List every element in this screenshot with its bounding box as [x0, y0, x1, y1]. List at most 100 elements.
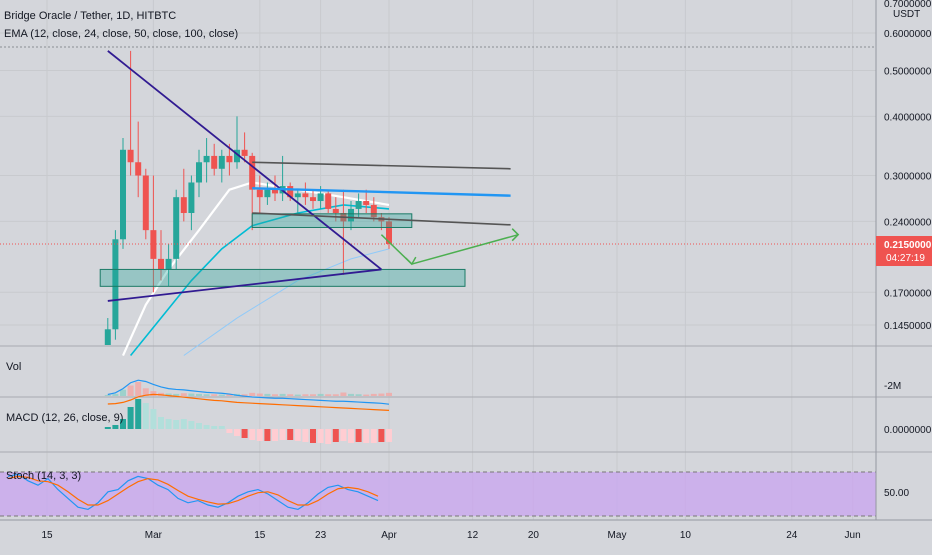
macd-hist-bar: [218, 426, 225, 429]
candle-body[interactable]: [203, 155, 210, 163]
candle-body[interactable]: [135, 162, 142, 176]
candle-body[interactable]: [256, 189, 263, 198]
macd-hist-bar: [279, 429, 286, 440]
volume-bar: [264, 393, 271, 396]
candle-body[interactable]: [310, 197, 316, 202]
downtrend-line[interactable]: [107, 50, 382, 271]
macd-hist-bar: [256, 429, 263, 441]
macd-hist-bar: [234, 429, 240, 436]
time-tick-label: 15: [41, 530, 53, 541]
candle-body[interactable]: [264, 189, 271, 198]
time-tick-label: 23: [315, 530, 327, 541]
candle-body[interactable]: [302, 193, 309, 198]
candles[interactable]: [104, 50, 392, 345]
price-axis[interactable]: 0.6000000 0.5000000 0.4000000 0.3000000 0.24…: [0, 0, 932, 541]
candle-body[interactable]: [165, 258, 172, 270]
volume-bar: [127, 385, 134, 396]
currency-label: USDT: [893, 9, 920, 20]
time-tick-label: 20: [528, 530, 540, 541]
volume-bar: [340, 392, 347, 396]
ema-indicator-label[interactable]: EMA (12, close, 24, close, 50, close, 10…: [4, 28, 238, 40]
uptrend-line[interactable]: [107, 268, 382, 302]
volume-bar: [165, 393, 172, 396]
macd-hist-bar: [340, 429, 347, 441]
candle-body[interactable]: [249, 155, 256, 190]
candle-body[interactable]: [112, 239, 119, 330]
candle-body[interactable]: [370, 204, 377, 218]
candle-body[interactable]: [325, 193, 332, 209]
macd-hist-bar: [120, 419, 126, 429]
channel-lower-line[interactable]: [252, 212, 511, 226]
candle-body[interactable]: [332, 208, 339, 214]
price-tick-label: 0.1450000: [884, 321, 932, 332]
candle-body[interactable]: [104, 329, 111, 345]
macd-hist-bar: [287, 429, 294, 440]
stoch-pane-label[interactable]: Stoch (14, 3, 3): [6, 470, 81, 482]
candle-body[interactable]: [188, 182, 195, 214]
macd-hist-bar: [332, 429, 339, 442]
volume-bar: [287, 394, 294, 396]
candle-body[interactable]: [386, 221, 392, 245]
candle-body[interactable]: [196, 162, 202, 183]
macd-hist-bar: [355, 429, 362, 442]
volume-bar: [386, 392, 392, 396]
last-price-value: 0.2150000: [884, 240, 932, 251]
volume-bar: [355, 394, 362, 396]
candle-body[interactable]: [294, 193, 301, 198]
macd-hist-bar: [378, 429, 385, 442]
volume-bar: [203, 394, 210, 396]
horizontal-resistance-line[interactable]: [252, 187, 511, 197]
candle-body[interactable]: [211, 155, 218, 169]
candle-body[interactable]: [226, 155, 233, 163]
candle-body[interactable]: [287, 186, 294, 198]
support-zone-box[interactable]: [99, 268, 466, 287]
candle-body[interactable]: [173, 197, 180, 259]
macd-hist-bar: [386, 429, 392, 442]
candle-body[interactable]: [150, 230, 157, 259]
price-tick-label: 0.5000000: [884, 66, 932, 77]
macd-pane-label[interactable]: MACD (12, 26, close, 9): [6, 412, 123, 424]
candle-body[interactable]: [120, 149, 126, 240]
vol-pane-label[interactable]: Vol: [6, 361, 21, 373]
volume-bar: [226, 394, 233, 396]
volume-bar: [279, 393, 286, 396]
projection-dip-arrow-icon[interactable]: [405, 256, 417, 266]
macd-signal-line: [107, 393, 390, 411]
candle-body[interactable]: [142, 175, 149, 231]
volume-bar: [272, 394, 278, 396]
candle-body[interactable]: [180, 197, 187, 214]
macd-hist-bar: [135, 399, 142, 429]
candle-body[interactable]: [218, 155, 225, 169]
candle-body[interactable]: [317, 193, 324, 202]
candle-body[interactable]: [234, 149, 240, 163]
time-tick-label: Jun: [845, 530, 861, 541]
last-price-tag[interactable]: 0.2150000 04:27:19: [876, 236, 932, 266]
ema-50-line: [183, 248, 390, 356]
drawings[interactable]: [0, 50, 876, 302]
volume-bar: [241, 394, 248, 396]
indicator-panes: [0, 345, 932, 517]
candle-body[interactable]: [127, 149, 134, 163]
candle-body[interactable]: [241, 149, 248, 156]
price-tick-label: 0.3000000: [884, 172, 932, 183]
macd-hist-bar: [249, 429, 256, 440]
volume-bar: [294, 394, 301, 396]
projection-path[interactable]: [380, 233, 519, 265]
macd-hist-bar: [363, 429, 370, 443]
candle-body[interactable]: [158, 258, 164, 270]
projection-arrowhead-icon[interactable]: [511, 228, 520, 242]
candle-body[interactable]: [348, 208, 354, 222]
time-tick-label: Apr: [381, 530, 397, 541]
price-tick-top: 0.7000000: [884, 0, 932, 10]
channel-upper-line[interactable]: [252, 161, 511, 170]
stoch-d-line: [7, 475, 379, 506]
candle-body[interactable]: [355, 201, 362, 209]
volume-bar: [317, 393, 324, 396]
volume-bar: [363, 394, 370, 396]
macd-hist-bar: [317, 429, 324, 443]
candle-body[interactable]: [363, 201, 370, 205]
volume-bar: [370, 393, 377, 396]
candle-body[interactable]: [272, 189, 278, 194]
